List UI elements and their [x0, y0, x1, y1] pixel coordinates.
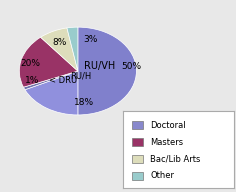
- Wedge shape: [23, 71, 78, 90]
- FancyBboxPatch shape: [132, 138, 143, 146]
- Wedge shape: [19, 37, 78, 87]
- Text: RU/VH: RU/VH: [84, 61, 116, 71]
- Text: 3%: 3%: [84, 35, 98, 44]
- Wedge shape: [41, 28, 78, 71]
- Text: 1%: 1%: [25, 76, 39, 85]
- Text: < DRU: < DRU: [49, 76, 77, 85]
- Wedge shape: [78, 27, 136, 115]
- FancyBboxPatch shape: [132, 172, 143, 180]
- Text: RU/H: RU/H: [70, 72, 91, 81]
- Text: Doctoral: Doctoral: [151, 121, 186, 130]
- Text: Bac/Lib Arts: Bac/Lib Arts: [151, 155, 201, 163]
- Text: Other: Other: [151, 171, 174, 180]
- Text: 20%: 20%: [20, 59, 40, 68]
- Text: Masters: Masters: [151, 138, 184, 146]
- FancyBboxPatch shape: [132, 121, 143, 129]
- FancyBboxPatch shape: [132, 155, 143, 163]
- Text: 50%: 50%: [122, 62, 142, 71]
- Wedge shape: [67, 27, 78, 71]
- Wedge shape: [25, 71, 78, 115]
- Text: 18%: 18%: [74, 98, 94, 107]
- Text: 8%: 8%: [52, 38, 66, 47]
